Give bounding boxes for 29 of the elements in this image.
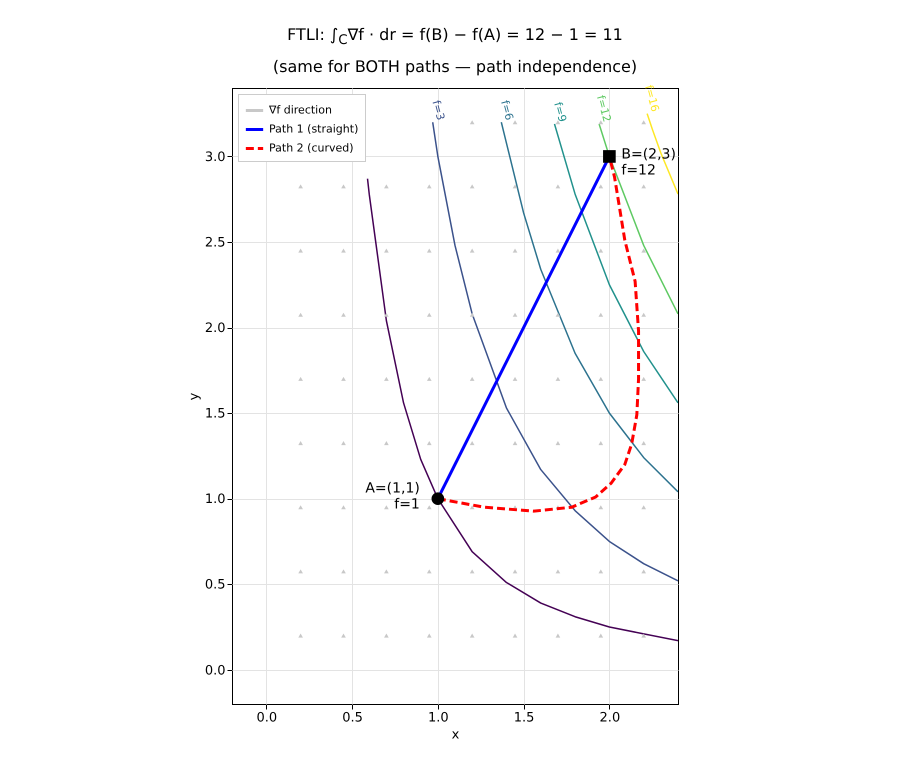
legend-label: Path 1 (straight)	[269, 122, 358, 136]
line-series	[432, 121, 678, 582]
x-tick-label: 2.0	[600, 710, 620, 726]
y-tick-label: 1.5	[204, 406, 226, 422]
y-tick-label: 2.5	[204, 236, 226, 250]
line-series	[366, 178, 678, 642]
y-tick-label: 0.0	[204, 663, 226, 678]
x-tick-label: 1.5	[514, 710, 534, 726]
y-axis-title: y	[186, 392, 202, 400]
legend-label: Path 2 (curved)	[269, 142, 354, 154]
y-tick-label: 1.0	[204, 492, 226, 508]
x-tick-label: 1.0	[428, 710, 449, 726]
x-axis-title: x	[452, 728, 460, 742]
annotation: f=9	[551, 100, 569, 124]
data-label: A=(1,1) f=1	[365, 480, 420, 513]
chart-subtitle: (same for BOTH paths — path independence)	[272, 56, 638, 78]
chart-title: FTLI: ∫$_{C}$∇f · dr = f(B) − f(A) = 12 − 1 = 11	[286, 24, 624, 50]
annotation: f=12	[594, 94, 614, 124]
annotation: f=6	[498, 98, 516, 122]
annotation: f=16	[642, 84, 662, 114]
y-tick-label: 3.0	[204, 150, 226, 165]
x-tick-label: 0.0	[256, 710, 278, 726]
legend-label: ∇f direction	[268, 104, 332, 116]
line-series	[554, 123, 678, 404]
x-tick-label: 0.5	[342, 710, 363, 726]
line-series	[500, 121, 678, 493]
annotation: f=3	[429, 98, 448, 122]
y-tick-label: 2.0	[204, 321, 226, 336]
y-tick-label: 0.5	[204, 578, 226, 593]
